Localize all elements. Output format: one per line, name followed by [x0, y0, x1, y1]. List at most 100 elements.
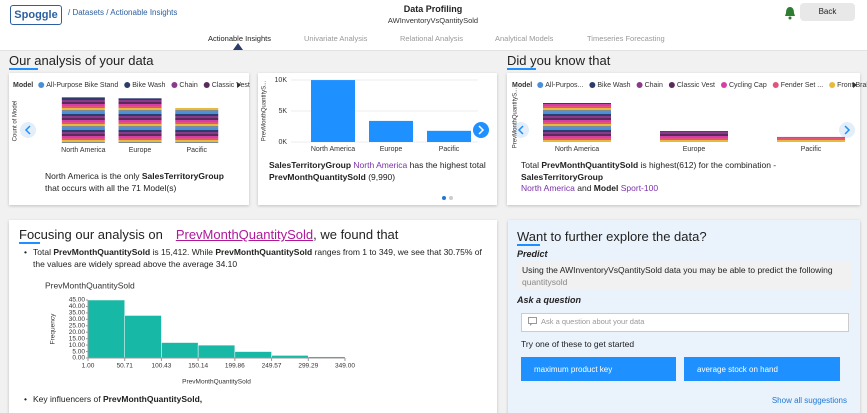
legend-swatch — [636, 82, 643, 88]
legend-label: Chain — [179, 82, 197, 89]
legend-scroll — [237, 82, 241, 88]
text-segment: PrevMonthQuantitySold — [215, 247, 313, 257]
logo[interactable]: Spoggle — [10, 5, 62, 25]
x-tick-label: North America — [555, 146, 599, 153]
histogram-bar — [197, 344, 236, 359]
y-tick-label: 0.00 — [72, 355, 85, 362]
tab[interactable]: Univariate Analysis — [304, 34, 368, 43]
tab-active[interactable]: Actionable Insights — [208, 34, 271, 43]
x-tick-label: Europe — [129, 147, 152, 154]
legend-title: Model — [13, 82, 33, 89]
text-segment: is 15,412. While — [152, 247, 214, 257]
text-segment: SalesTerritoryGroup — [141, 171, 224, 181]
legend-label: Chain — [645, 82, 663, 89]
x-tick-label: North America — [311, 146, 355, 153]
y-tick-label: 10.00 — [69, 342, 86, 349]
chart-title: PrevMonthQuantitySold — [45, 280, 135, 290]
bullet: • Total PrevMonthQuantitySold is 15,412. … — [24, 247, 488, 270]
text-segment: Total — [521, 160, 539, 170]
legend-label: Classic Vest — [677, 82, 715, 89]
legend-label: Classic Vest — [212, 82, 250, 89]
text-segment: Total — [33, 247, 51, 257]
tab-bar — [0, 30, 867, 51]
stacked-bar — [777, 136, 845, 142]
breadcrumb-link[interactable]: / Datasets — [68, 8, 105, 17]
active-tab-indicator — [233, 43, 243, 50]
tab[interactable]: Timeseries Forecasting — [587, 34, 665, 43]
legend-swatch — [772, 82, 779, 88]
x-tick-label: 150.14 — [188, 363, 208, 370]
legend-swatch — [203, 82, 210, 88]
page-dot[interactable] — [449, 196, 453, 200]
text-segment: North America is the only — [45, 171, 140, 181]
stacked-bar — [118, 98, 162, 143]
tab[interactable]: Analytical Models — [495, 34, 554, 43]
carousel-prev[interactable] — [20, 122, 36, 138]
carousel-next[interactable] — [839, 122, 855, 138]
question-input[interactable] — [521, 313, 849, 332]
chat-icon — [528, 317, 537, 326]
legend-swatch — [38, 82, 45, 88]
y-tick-label: 5.00 — [72, 348, 85, 355]
breadcrumb-link[interactable]: / Actionable Insights — [106, 8, 178, 17]
text-segment: that occurs with all the 71 Model(s) — [45, 182, 177, 193]
legend-swatch — [829, 82, 836, 88]
focus-link[interactable]: PrevMonthQuantitySold — [175, 227, 314, 242]
chevron — [24, 125, 31, 135]
suggestion-text[interactable]: average stock on hand — [697, 365, 778, 374]
carousel-next[interactable] — [473, 122, 489, 138]
y-tick-label: 5K — [278, 108, 287, 115]
focus-heading: Focusing our analysis on PrevMonthQuantit… — [19, 227, 398, 242]
x-tick-label: 1.00 — [82, 363, 95, 370]
histogram-bar — [161, 342, 199, 359]
predict-target: quantitysold — [522, 277, 568, 287]
text-segment: and — [577, 183, 592, 193]
text-segment: has the highest total — [409, 160, 486, 170]
suggestion-button[interactable] — [684, 357, 840, 381]
try-label: Try one of these to get started — [521, 339, 635, 349]
legend-swatch — [668, 82, 675, 88]
y-axis-label: Frequency — [50, 313, 57, 344]
ask-label: Ask a question — [517, 295, 582, 305]
show-all-link[interactable]: Show all suggestions — [771, 396, 847, 405]
notification-icon[interactable] — [784, 6, 796, 20]
legend-title: Model — [512, 82, 532, 89]
carousel-prev[interactable] — [513, 122, 529, 138]
bar — [369, 120, 413, 142]
text-segment: North America — [353, 160, 408, 170]
suggestion-button[interactable] — [521, 357, 676, 381]
heading-underline — [19, 242, 40, 244]
y-tick-label: 20.00 — [69, 329, 86, 336]
y-tick-label: 15.00 — [69, 335, 86, 342]
legend-label: Cycling Cap — [729, 82, 767, 89]
y-tick-label: 30.00 — [69, 316, 86, 323]
bar — [311, 80, 355, 142]
legend-label: Bike Wash — [597, 82, 630, 89]
insight-text: North America is the only SalesTerritory… — [45, 171, 225, 194]
x-tick-label: 199.86 — [225, 363, 245, 370]
x-tick-label: 349.00 — [335, 363, 355, 370]
histogram-bar — [234, 351, 272, 359]
x-axis-label: PrevMonthQuantitySold — [182, 379, 251, 386]
legend-swatch — [589, 82, 596, 88]
text-segment: PrevMonthQuantitySold — [541, 160, 639, 170]
suggestion-text[interactable]: maximum product key — [534, 365, 613, 374]
legend-swatch — [537, 82, 544, 88]
legend-scroll — [853, 82, 857, 88]
question-placeholder: Ask a question about your data — [541, 317, 645, 326]
page-dot[interactable] — [442, 196, 446, 200]
legend-swatch — [171, 82, 178, 88]
section-heading: Our analysis of your data — [9, 53, 154, 68]
y-tick-label: 45.00 — [69, 297, 86, 304]
tab[interactable]: Relational Analysis — [400, 34, 463, 43]
x-tick-label: 50.71 — [117, 363, 134, 370]
heading-underline — [9, 68, 38, 70]
x-tick-label: 249.57 — [262, 363, 282, 370]
text-segment: PrevMonthQuantitySold, — [102, 394, 203, 404]
stacked-bar — [543, 103, 611, 142]
histogram-bar — [87, 299, 125, 359]
bullet: • Key influencers of PrevMonthQuantitySol… — [24, 394, 203, 406]
back-button[interactable]: Back — [800, 3, 855, 21]
